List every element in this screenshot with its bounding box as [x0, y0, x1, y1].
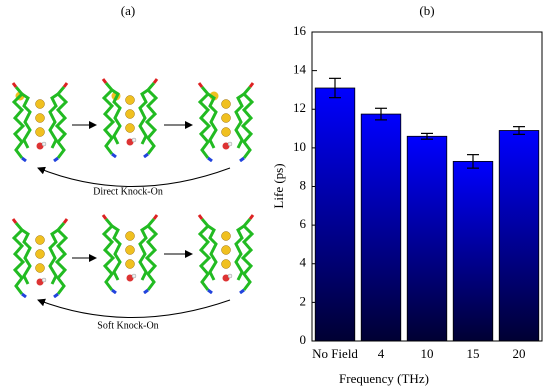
error-bar — [467, 154, 479, 169]
bar — [314, 87, 356, 342]
bar — [360, 113, 402, 342]
bar — [406, 135, 448, 342]
y-tick-label: 12 — [293, 100, 306, 115]
y-tick-label: 8 — [300, 177, 307, 192]
caption: Soft Knock-On — [97, 320, 158, 331]
channel-structure — [11, 218, 69, 298]
error-bar — [421, 132, 433, 140]
y-tick-label: 2 — [300, 293, 307, 308]
caption: Direct Knock-On — [93, 186, 163, 197]
panel-label: (b) — [419, 3, 434, 18]
x-axis-label: Frequency (THz) — [339, 371, 429, 386]
channel-structure — [11, 82, 69, 162]
return-arrow — [37, 298, 231, 318]
x-tick-label: 4 — [378, 346, 385, 361]
y-tick-label: 10 — [293, 139, 306, 154]
return-arrow — [37, 166, 231, 187]
plot-frame — [311, 31, 543, 342]
panel-label: (a) — [121, 3, 135, 18]
y-tick-label: 16 — [293, 23, 307, 38]
y-tick-label: 4 — [300, 255, 307, 270]
channel-structure — [197, 82, 255, 162]
y-tick-label: 14 — [293, 62, 307, 77]
error-bar — [329, 77, 341, 99]
error-bar — [513, 126, 525, 135]
y-tick-label: 0 — [300, 332, 307, 347]
x-tick-label: 15 — [467, 346, 480, 361]
x-tick-label: No Field — [312, 346, 358, 361]
x-tick-label: 10 — [421, 346, 434, 361]
x-tick-label: 20 — [513, 346, 526, 361]
y-tick-label: 6 — [300, 216, 307, 231]
y-axis-label: Life (ps) — [271, 163, 286, 208]
plot: 0 2 4 6 8 10 12 14 16 No Field 4 10 15 20 — [293, 23, 540, 361]
bar — [498, 130, 540, 342]
channel-structure — [197, 214, 255, 294]
channel-structure — [101, 78, 159, 158]
error-bar — [375, 107, 387, 121]
bar — [452, 160, 494, 342]
channel-structure — [101, 214, 159, 294]
